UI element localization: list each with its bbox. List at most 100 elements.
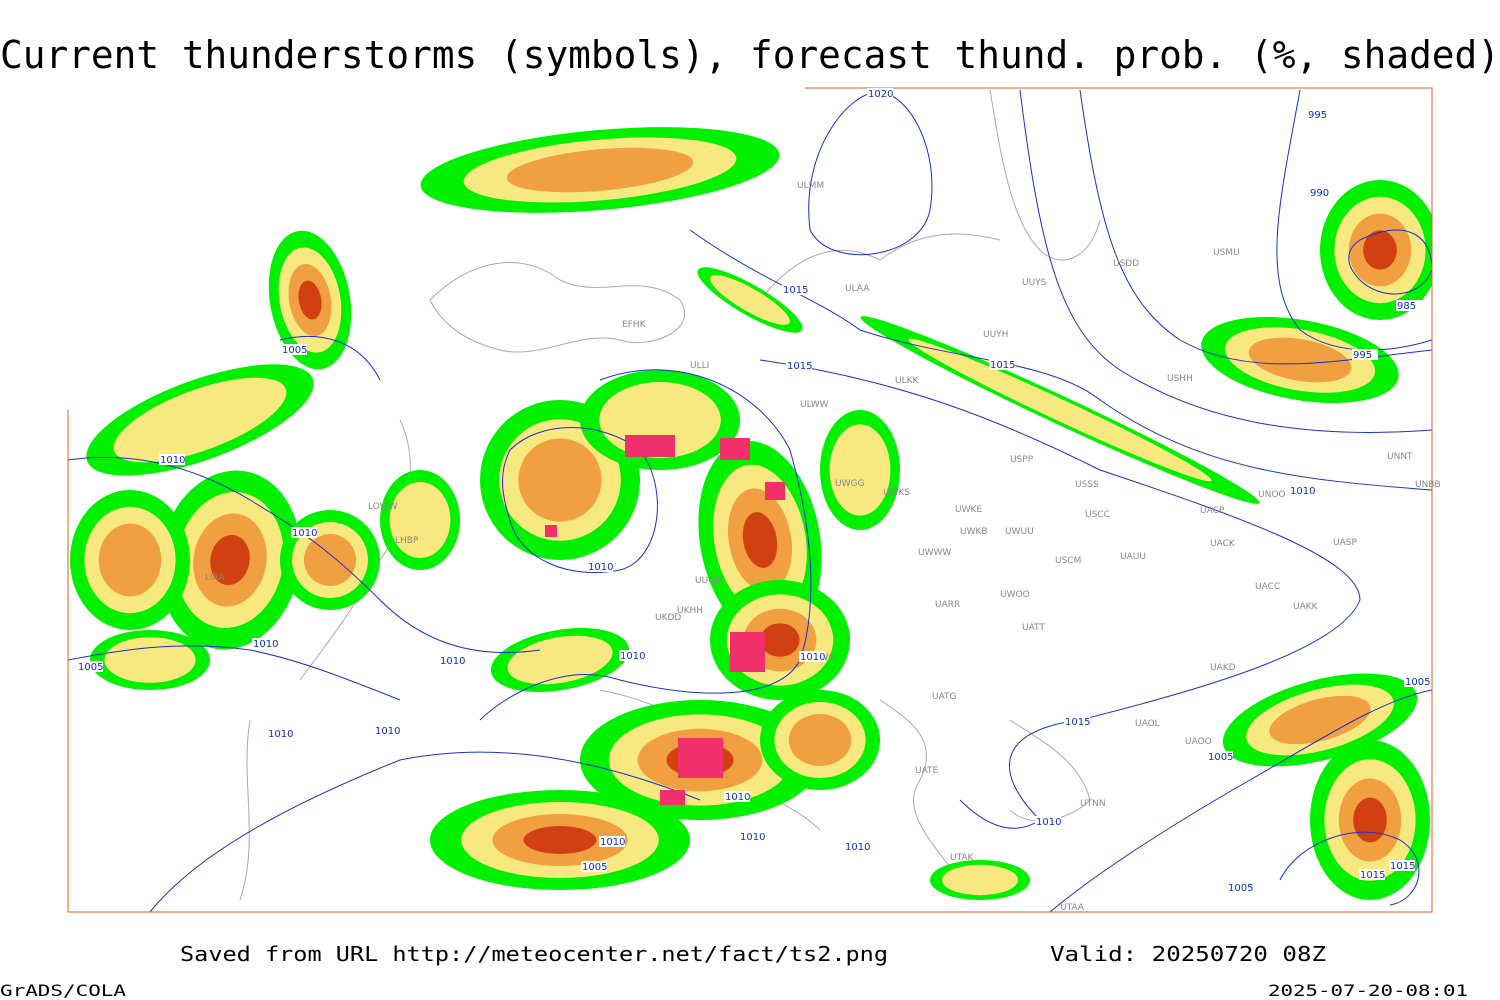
station-label: UWUU (1005, 527, 1034, 537)
station-label: LOWW (368, 502, 398, 512)
isobar-label-bg (1389, 860, 1415, 871)
isobar-label-bg (1309, 187, 1335, 198)
shading (389, 482, 451, 558)
valid-time: Valid: 20250720 08Z (1050, 942, 1326, 966)
shading (1363, 230, 1397, 270)
station-label: UUYH (983, 330, 1008, 340)
isobar-label-bg (281, 344, 307, 355)
isobar-label-bg (77, 661, 103, 672)
isobar-label-bg (291, 527, 317, 538)
station-label: USMU (1213, 248, 1240, 258)
shading (304, 534, 356, 586)
isobar-label: 1010 (292, 528, 317, 539)
isobar-label-bg (599, 836, 625, 847)
isobar-label: 1015 (1390, 861, 1415, 872)
isobar-label-bg (159, 454, 185, 465)
station-label: UTNN (1080, 799, 1106, 809)
isobar-label-bg (989, 359, 1015, 370)
timestamp: 2025-07-20-08:01 (1268, 981, 1468, 1000)
station-label: UACP (1200, 506, 1225, 516)
shading (788, 714, 852, 766)
isobar-label-bg (1035, 816, 1061, 827)
shading (1248, 337, 1352, 383)
station-label: ULKK (895, 376, 920, 386)
isobar-label-bg (1227, 882, 1253, 893)
station-label: USCC (1085, 510, 1110, 520)
station-label: UWOO (1000, 590, 1030, 600)
isobar-label: 1010 (1036, 817, 1061, 828)
isobar-label: 1010 (375, 726, 400, 737)
isobar-label-bg (1207, 751, 1233, 762)
isobar-label-bg (782, 284, 808, 295)
station-label: UAKK (1293, 602, 1319, 612)
isobar-label-bg (581, 861, 607, 872)
isobar-label-bg (799, 651, 825, 662)
shading (1269, 695, 1371, 745)
station-label: UACK (1210, 539, 1236, 549)
isobar-label: 1015 (1065, 717, 1090, 728)
isobar-label: 1010 (725, 792, 750, 803)
title: Current thunderstorms (symbols), forecas… (0, 33, 1500, 77)
station-label: LHBP (395, 536, 419, 546)
shading (1353, 797, 1387, 843)
isobar-label-bg (267, 728, 293, 739)
station-label: UAOO (1185, 737, 1212, 747)
station-label: UWKS (883, 488, 910, 498)
isobar-label: 1015 (1360, 870, 1385, 881)
isobar-label: 1005 (1228, 883, 1253, 894)
isobar-label: 985 (1397, 301, 1416, 312)
station-label: ULAA (845, 284, 870, 294)
isobar-label-bg (619, 650, 645, 661)
shading (507, 635, 613, 685)
isobar-label-bg (252, 638, 278, 649)
shading (742, 512, 778, 568)
isobar-label: 995 (1353, 350, 1372, 361)
shading (506, 147, 694, 193)
shading (298, 280, 322, 320)
station-label: UWKB (960, 527, 988, 537)
shading (829, 424, 891, 516)
isobar-label: 1005 (282, 345, 307, 356)
station-label: UARR (935, 600, 960, 610)
isobar-label-bg (1396, 300, 1422, 311)
isobar-label: 1010 (620, 651, 645, 662)
isobar-label: 1010 (1290, 486, 1315, 497)
isobar-label-bg (587, 561, 613, 572)
station-label: EFHK (622, 320, 647, 330)
station-label: USHH (1167, 374, 1193, 384)
isobar-label: 1005 (582, 862, 607, 873)
station-label: UTAA (1060, 903, 1085, 913)
station-label: UTAK (950, 853, 975, 863)
shading (908, 338, 1212, 482)
map (68, 89, 1432, 912)
isobar-label: 1010 (268, 729, 293, 740)
shading (942, 864, 1018, 896)
station-label: USCM (1055, 556, 1081, 566)
isobar-label: 990 (1310, 188, 1329, 199)
station-label: USPP (1010, 455, 1034, 465)
isobar-label: 1010 (600, 837, 625, 848)
isobar-label: 1020 (868, 89, 893, 100)
isobar-label: 1010 (845, 842, 870, 853)
isobar-label: 1010 (588, 562, 613, 573)
isobar-label: 1005 (1405, 677, 1430, 688)
source-url: Saved from URL http://meteocenter.net/fa… (180, 942, 888, 966)
isobar-label-bg (1359, 869, 1385, 880)
isobar-label-bg (374, 725, 400, 736)
station-label: UKDD (655, 613, 681, 623)
isobar-label-bg (1064, 716, 1090, 727)
isobar-label: 1010 (253, 639, 278, 650)
station-label: UUYS (1022, 278, 1047, 288)
shading (518, 438, 602, 522)
isobar-label-bg (724, 791, 750, 802)
shading (523, 826, 597, 854)
station-label: UAOL (1135, 719, 1160, 729)
station-label: USDD (1113, 259, 1139, 269)
isobar-label-bg (1307, 109, 1333, 120)
isobar-label: 1015 (990, 360, 1015, 371)
shading (113, 377, 287, 463)
credit: GrADS/COLA (0, 981, 126, 1000)
station-label: ULLI (690, 361, 709, 371)
isobar-label-bg (867, 88, 893, 99)
